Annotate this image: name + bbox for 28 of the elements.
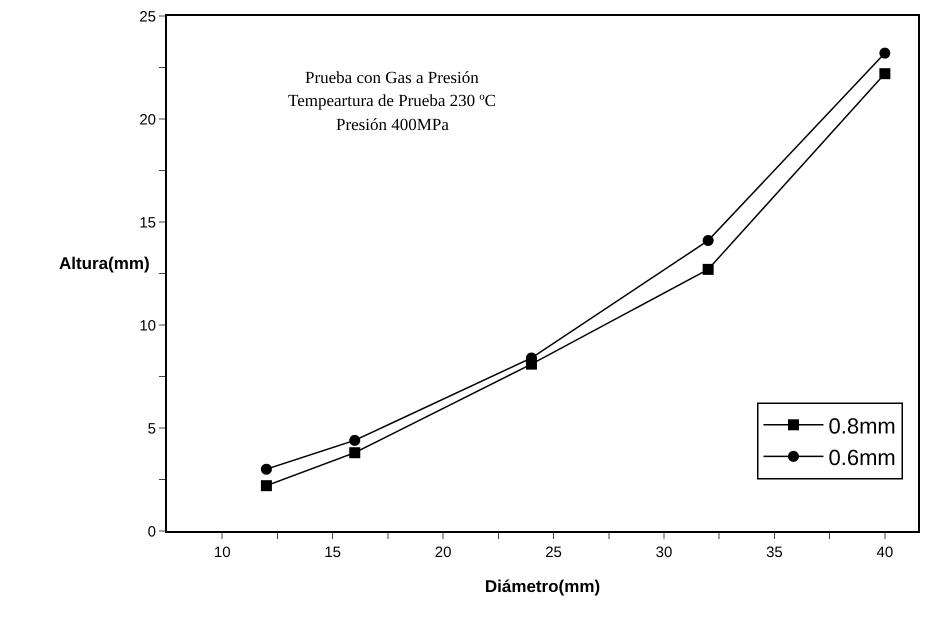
y-axis-title: Altura(mm): [59, 254, 150, 273]
x-tick-label: 35: [766, 544, 783, 561]
y-tick-label: 5: [148, 420, 156, 438]
x-tick-label: 15: [324, 544, 342, 561]
point: [702, 235, 714, 246]
x-axis-title: Diámetro(mm): [484, 576, 600, 596]
x-tick-label: 20: [434, 544, 452, 561]
x-tick-label: 10: [214, 544, 231, 561]
y-tick-label: 25: [139, 8, 156, 26]
y-tick-label: 10: [139, 317, 156, 334]
y-tick-label: 0: [148, 523, 156, 540]
point: [260, 480, 272, 492]
point: [260, 464, 272, 475]
point: [349, 447, 360, 458]
annotation: Prueba con Gas a Presión: [305, 68, 480, 87]
x-tick-label: 40: [876, 544, 894, 561]
legend-label: 0.8mm: [828, 413, 896, 438]
legend-label: 0.6mm: [828, 444, 896, 470]
y-tick-label: 15: [139, 214, 156, 232]
annotation: Presión 400MPa: [336, 115, 450, 134]
point: [702, 264, 714, 275]
point: [879, 48, 890, 59]
x-tick-label: 25: [545, 544, 562, 561]
x-tick-label: 30: [656, 544, 672, 561]
point: [349, 434, 360, 446]
y-tick-label: 20: [139, 111, 156, 128]
annotation: Tempeartura de Prueba 230 ºC: [288, 91, 496, 110]
point: [879, 68, 890, 80]
